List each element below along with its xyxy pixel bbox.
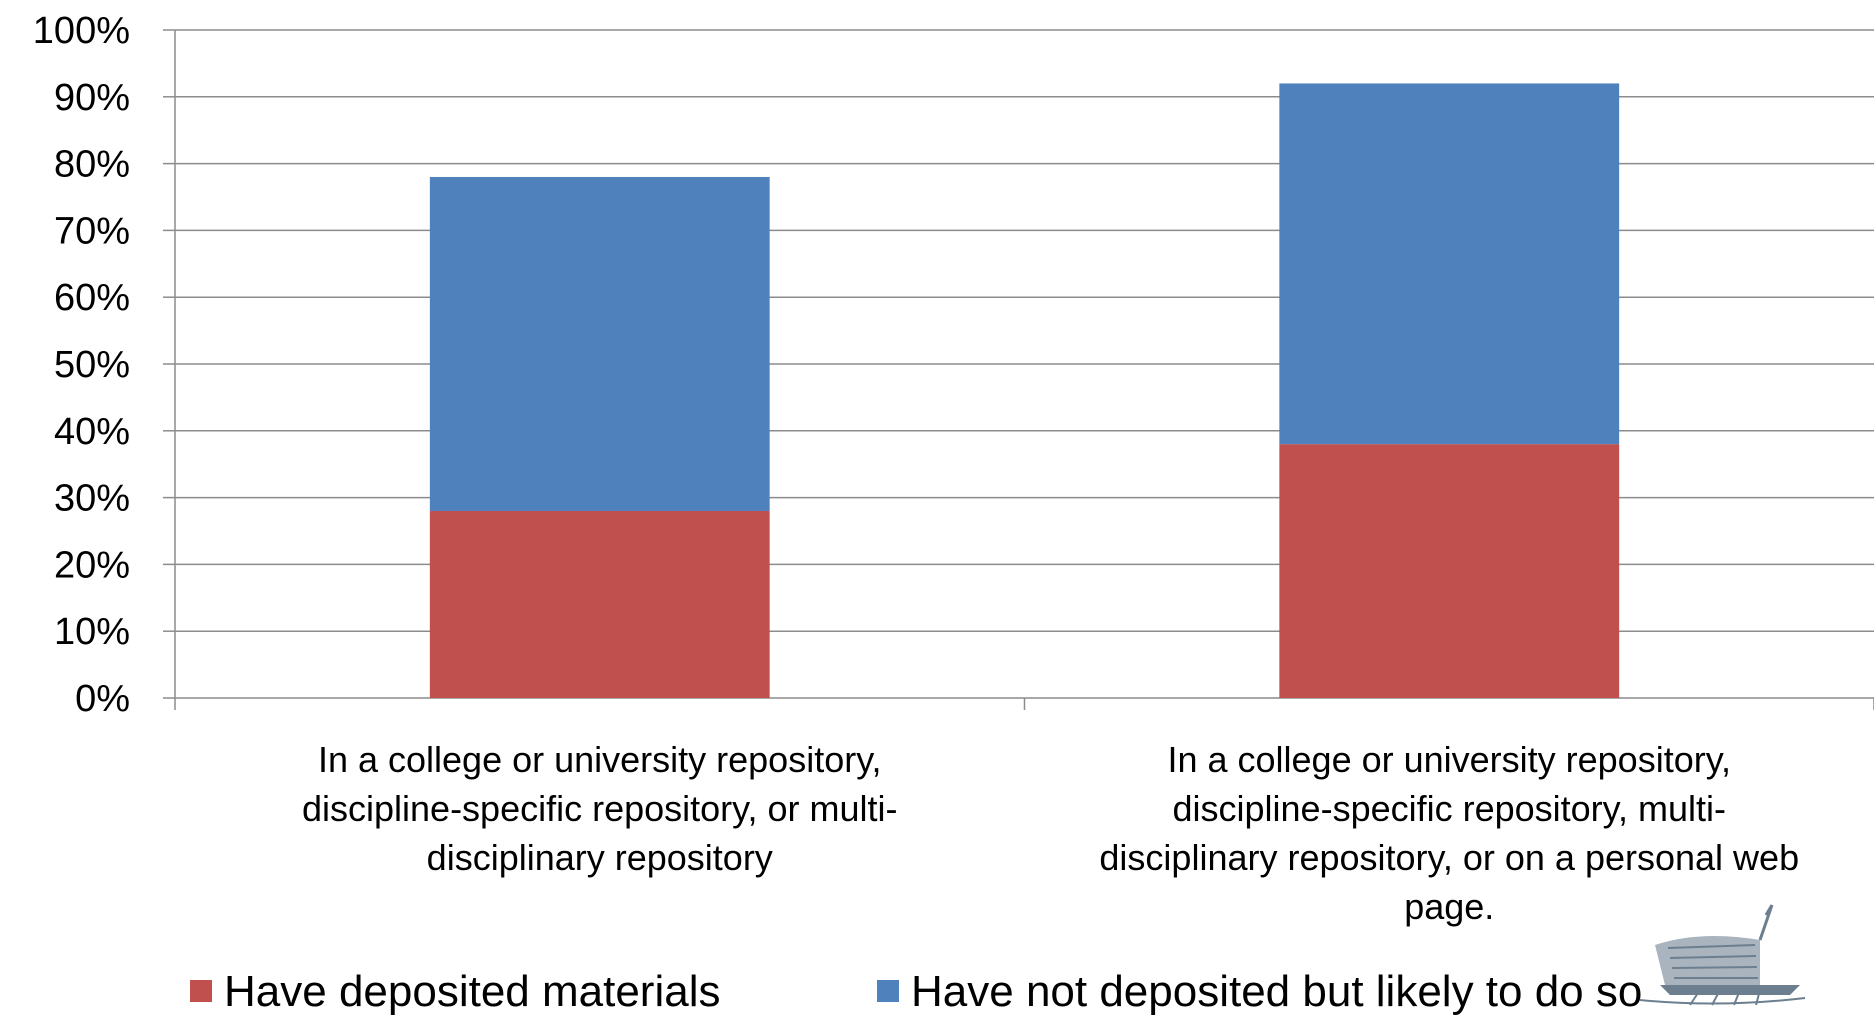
y-tick-label: 20%	[54, 544, 130, 586]
y-tick-label: 30%	[54, 478, 130, 520]
y-tick-label: 90%	[54, 77, 130, 119]
y-tick-label: 100%	[33, 10, 130, 52]
y-tick-label: 40%	[54, 411, 130, 453]
bar-segment	[429, 176, 770, 511]
category-label: In a college or university repository, di…	[1099, 739, 1799, 927]
y-tick-labels: 0% 10% 20% 30% 40% 50% 60% 70% 80% 90% 100%	[33, 10, 130, 720]
y-tick-label: 60%	[54, 277, 130, 319]
legend-label: Have not deposited but likely to do so	[911, 967, 1642, 1016]
y-tick-label: 70%	[54, 210, 130, 252]
y-tick-label: 0%	[75, 678, 130, 720]
legend: Have deposited materials Have not deposit…	[190, 967, 1642, 1016]
bar-segment	[429, 510, 770, 698]
category-label: In a college or university repository, di…	[302, 739, 898, 878]
y-tick-label: 10%	[54, 611, 130, 653]
legend-label: Have deposited materials	[224, 967, 720, 1016]
legend-swatch	[190, 980, 212, 1002]
y-tick-label: 80%	[54, 144, 130, 186]
legend-item: Have not deposited but likely to do so	[877, 967, 1642, 1016]
y-tick-label: 50%	[54, 344, 130, 386]
bar-segment	[1279, 444, 1620, 698]
ship-logo-icon	[1639, 904, 1806, 1006]
category-labels: In a college or university repository, di…	[302, 739, 1799, 927]
bar-segment	[1279, 83, 1620, 445]
legend-swatch	[877, 980, 899, 1002]
legend-item: Have deposited materials	[190, 967, 720, 1016]
bars	[429, 83, 1620, 698]
